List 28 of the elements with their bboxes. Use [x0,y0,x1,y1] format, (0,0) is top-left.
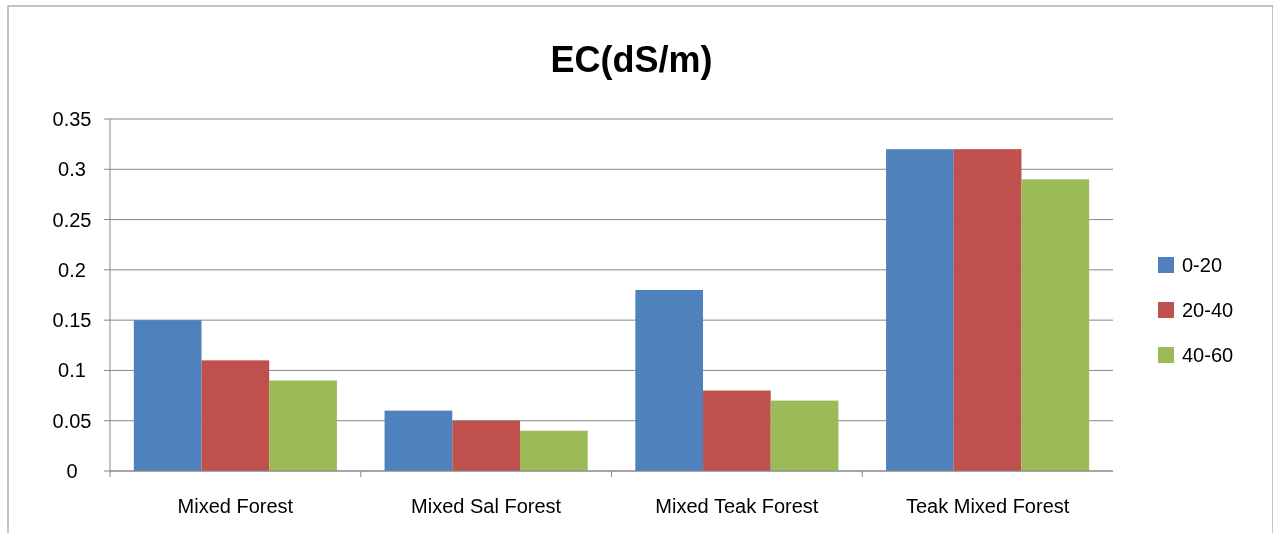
bar [770,400,839,471]
y-tick-label: 0.35 [52,108,92,130]
y-tick-label: 0.25 [52,208,92,231]
chart-title: EC(dS/m) [550,39,713,80]
y-tick-label: 0.1 [58,359,86,382]
x-tick-label: Mixed Forest [177,495,294,517]
x-tick-label: Mixed Teak Forest [655,495,819,517]
x-tick-label: Teak Mixed Forest [905,495,1070,517]
bar [1021,179,1090,471]
bar [886,149,954,471]
bar [519,430,588,471]
bar [384,410,453,471]
legend-label: 20-40 [1182,299,1234,321]
bar [953,149,1022,471]
y-tick-label: 0.3 [58,158,86,181]
legend-label: 40-60 [1182,344,1234,366]
bar [269,380,337,471]
bar [452,420,520,471]
y-tick-label: 0.15 [52,309,92,332]
bar [201,360,270,471]
bar [635,289,704,471]
x-tick-label: Mixed Sal Forest [411,495,562,517]
bar [133,320,202,471]
y-tick-label: 0.05 [52,409,92,432]
bar [703,390,771,471]
y-tick-label: 0.2 [58,258,86,281]
y-tick-label: 0 [66,460,78,482]
legend-label: 0-20 [1182,254,1223,276]
